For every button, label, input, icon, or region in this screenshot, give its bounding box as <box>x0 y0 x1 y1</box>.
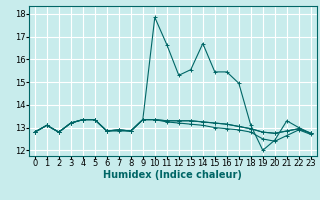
X-axis label: Humidex (Indice chaleur): Humidex (Indice chaleur) <box>103 170 242 180</box>
